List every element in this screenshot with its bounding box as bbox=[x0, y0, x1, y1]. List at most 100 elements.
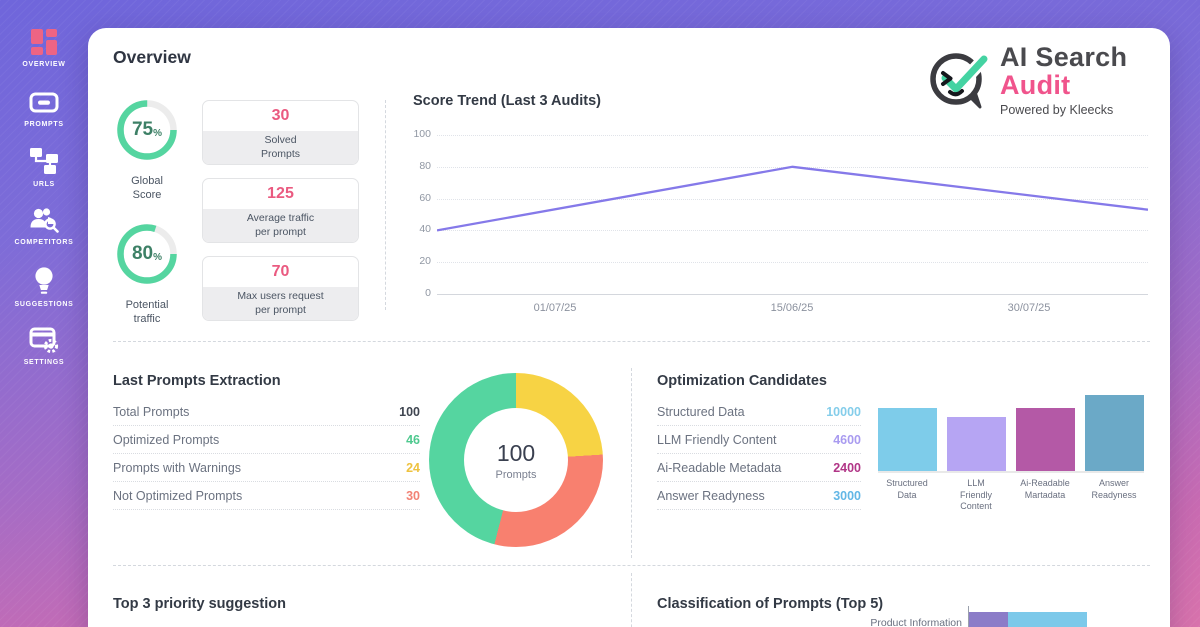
classification-segment-1 bbox=[969, 612, 1008, 627]
list-item: Answer Readyness 3000 bbox=[657, 482, 861, 510]
bar-category-label: Structured Data bbox=[886, 478, 928, 500]
horizontal-divider bbox=[113, 565, 1150, 566]
sidebar-item-label: OVERVIEW bbox=[22, 61, 66, 68]
sidebar-item-label: SETTINGS bbox=[23, 359, 65, 366]
stat-card-average-traffic: 125 Average traffic per prompt bbox=[202, 178, 359, 243]
metric-label: Ai-Readable Metadata bbox=[657, 460, 782, 475]
sidebar-item-settings[interactable]: SETTINGS bbox=[0, 326, 88, 366]
metric-value: 2400 bbox=[833, 460, 861, 475]
list-item: Optimized Prompts 46 bbox=[113, 426, 420, 454]
list-item: LLM Friendly Content 4600 bbox=[657, 426, 861, 454]
stat-label: Solved Prompts bbox=[203, 131, 358, 164]
x-axis-tick: 15/06/25 bbox=[770, 302, 814, 314]
brand-logo: AI Search Audit Powered by Kleecks bbox=[926, 42, 1128, 118]
last-prompts-list: Total Prompts 100 Optimized Prompts 46 P… bbox=[113, 398, 420, 510]
y-axis-tick: 0 bbox=[425, 287, 431, 299]
optimization-bar-chart bbox=[878, 395, 1144, 471]
y-axis-tick: 80 bbox=[419, 160, 431, 172]
gauge-ring bbox=[117, 224, 177, 284]
stat-value: 70 bbox=[271, 263, 290, 280]
vertical-divider bbox=[631, 368, 632, 558]
urls-sitemap-icon bbox=[30, 148, 58, 174]
main-panel: Overview AI Search Audit Powered by Klee… bbox=[88, 28, 1170, 627]
sidebar: OVERVIEW PROMPTS URLS bbox=[0, 0, 88, 627]
stat-card-solved-prompts: 30 Solved Prompts bbox=[202, 100, 359, 165]
optimization-list: Structured Data 10000 LLM Friendly Conte… bbox=[657, 398, 861, 510]
gauge-label: Potential traffic bbox=[125, 299, 169, 326]
gauge-value: 80% bbox=[131, 243, 163, 264]
overview-grid-icon bbox=[31, 29, 57, 55]
y-axis-tick: 20 bbox=[419, 255, 431, 267]
sidebar-item-label: PROMPTS bbox=[24, 121, 64, 128]
x-axis-tick: 01/07/25 bbox=[533, 302, 577, 314]
metric-label: Answer Readyness bbox=[657, 488, 765, 503]
sidebar-item-prompts[interactable]: PROMPTS bbox=[0, 92, 88, 128]
metric-label: LLM Friendly Content bbox=[657, 432, 777, 447]
vertical-divider bbox=[631, 573, 632, 627]
list-item: Structured Data 10000 bbox=[657, 398, 861, 426]
potential-traffic-gauge: 80% bbox=[115, 222, 179, 286]
donut-total: 100 bbox=[496, 439, 536, 466]
sidebar-item-urls[interactable]: URLS bbox=[0, 146, 88, 188]
metric-value: 24 bbox=[406, 460, 420, 475]
stat-card-max-users: 70 Max users request per prompt bbox=[202, 256, 359, 321]
metric-label: Structured Data bbox=[657, 404, 745, 419]
vertical-divider bbox=[385, 100, 386, 310]
list-item: Prompts with Warnings 24 bbox=[113, 454, 420, 482]
list-item: Not Optimized Prompts 30 bbox=[113, 482, 420, 510]
y-axis-tick: 60 bbox=[419, 192, 431, 204]
metric-value: 100 bbox=[399, 404, 420, 419]
y-axis-tick: 100 bbox=[413, 128, 431, 140]
page-title: Overview bbox=[113, 47, 191, 67]
donut-caption: Prompts bbox=[495, 468, 537, 481]
bar-answer-readyness bbox=[1085, 395, 1144, 471]
chat-check-logo-icon bbox=[930, 52, 991, 109]
metric-value: 3000 bbox=[833, 488, 861, 503]
bar-llm-friendly bbox=[947, 417, 1006, 471]
sidebar-item-competitors[interactable]: COMPETITORS bbox=[0, 206, 88, 246]
sidebar-item-label: SUGGESTIONS bbox=[14, 301, 74, 308]
metric-label: Total Prompts bbox=[113, 404, 190, 419]
gauge-ring bbox=[117, 100, 177, 160]
x-axis-tick: 30/07/25 bbox=[1007, 302, 1051, 314]
bar-category-label: Ai-Readable Martadata bbox=[1020, 478, 1070, 500]
sidebar-item-suggestions[interactable]: SUGGESTIONS bbox=[0, 266, 88, 308]
horizontal-divider bbox=[113, 341, 1150, 342]
classification-axis bbox=[968, 606, 969, 627]
logo-tagline: Powered by Kleecks bbox=[1000, 103, 1114, 118]
bar-structured-data bbox=[878, 408, 937, 471]
classification-row-label: Product Information bbox=[870, 617, 962, 627]
bar-category-label: LLM Friendly Content bbox=[959, 478, 992, 512]
stat-value: 30 bbox=[271, 107, 290, 124]
classification-title: Classification of Prompts (Top 5) bbox=[657, 596, 884, 612]
score-trend-chart bbox=[437, 135, 1148, 295]
metric-label: Prompts with Warnings bbox=[113, 460, 242, 475]
list-item: Total Prompts 100 bbox=[113, 398, 420, 426]
gauge-label: Global Score bbox=[131, 175, 163, 202]
prompts-icon bbox=[29, 92, 59, 113]
score-trend-title: Score Trend (Last 3 Audits) bbox=[413, 93, 601, 109]
metric-value: 46 bbox=[406, 432, 420, 447]
optimization-title: Optimization Candidates bbox=[657, 373, 827, 389]
list-item: Ai-Readable Metadata 2400 bbox=[657, 454, 861, 482]
classification-segment-2 bbox=[1008, 612, 1087, 627]
global-score-gauge: 75% bbox=[115, 98, 179, 162]
stat-value: 125 bbox=[267, 185, 294, 202]
competitors-search-icon bbox=[30, 208, 59, 233]
bar-ai-readable bbox=[1016, 408, 1075, 471]
lightbulb-icon bbox=[35, 267, 53, 294]
prompts-donut-chart: 100 Prompts bbox=[429, 373, 603, 547]
metric-value: 4600 bbox=[833, 432, 861, 447]
donut-center: 100 Prompts bbox=[464, 408, 568, 512]
logo-line1: AI Search bbox=[1000, 42, 1128, 72]
settings-gear-icon bbox=[29, 327, 59, 354]
sidebar-item-overview[interactable]: OVERVIEW bbox=[0, 28, 88, 68]
gauge-value: 75% bbox=[131, 119, 163, 140]
stat-label: Max users request per prompt bbox=[203, 287, 358, 320]
last-prompts-title: Last Prompts Extraction bbox=[113, 373, 281, 389]
priority-suggestion-title: Top 3 priority suggestion bbox=[113, 596, 286, 612]
trend-line bbox=[437, 165, 1148, 232]
sidebar-item-label: URLS bbox=[33, 181, 55, 188]
metric-label: Not Optimized Prompts bbox=[113, 488, 243, 503]
